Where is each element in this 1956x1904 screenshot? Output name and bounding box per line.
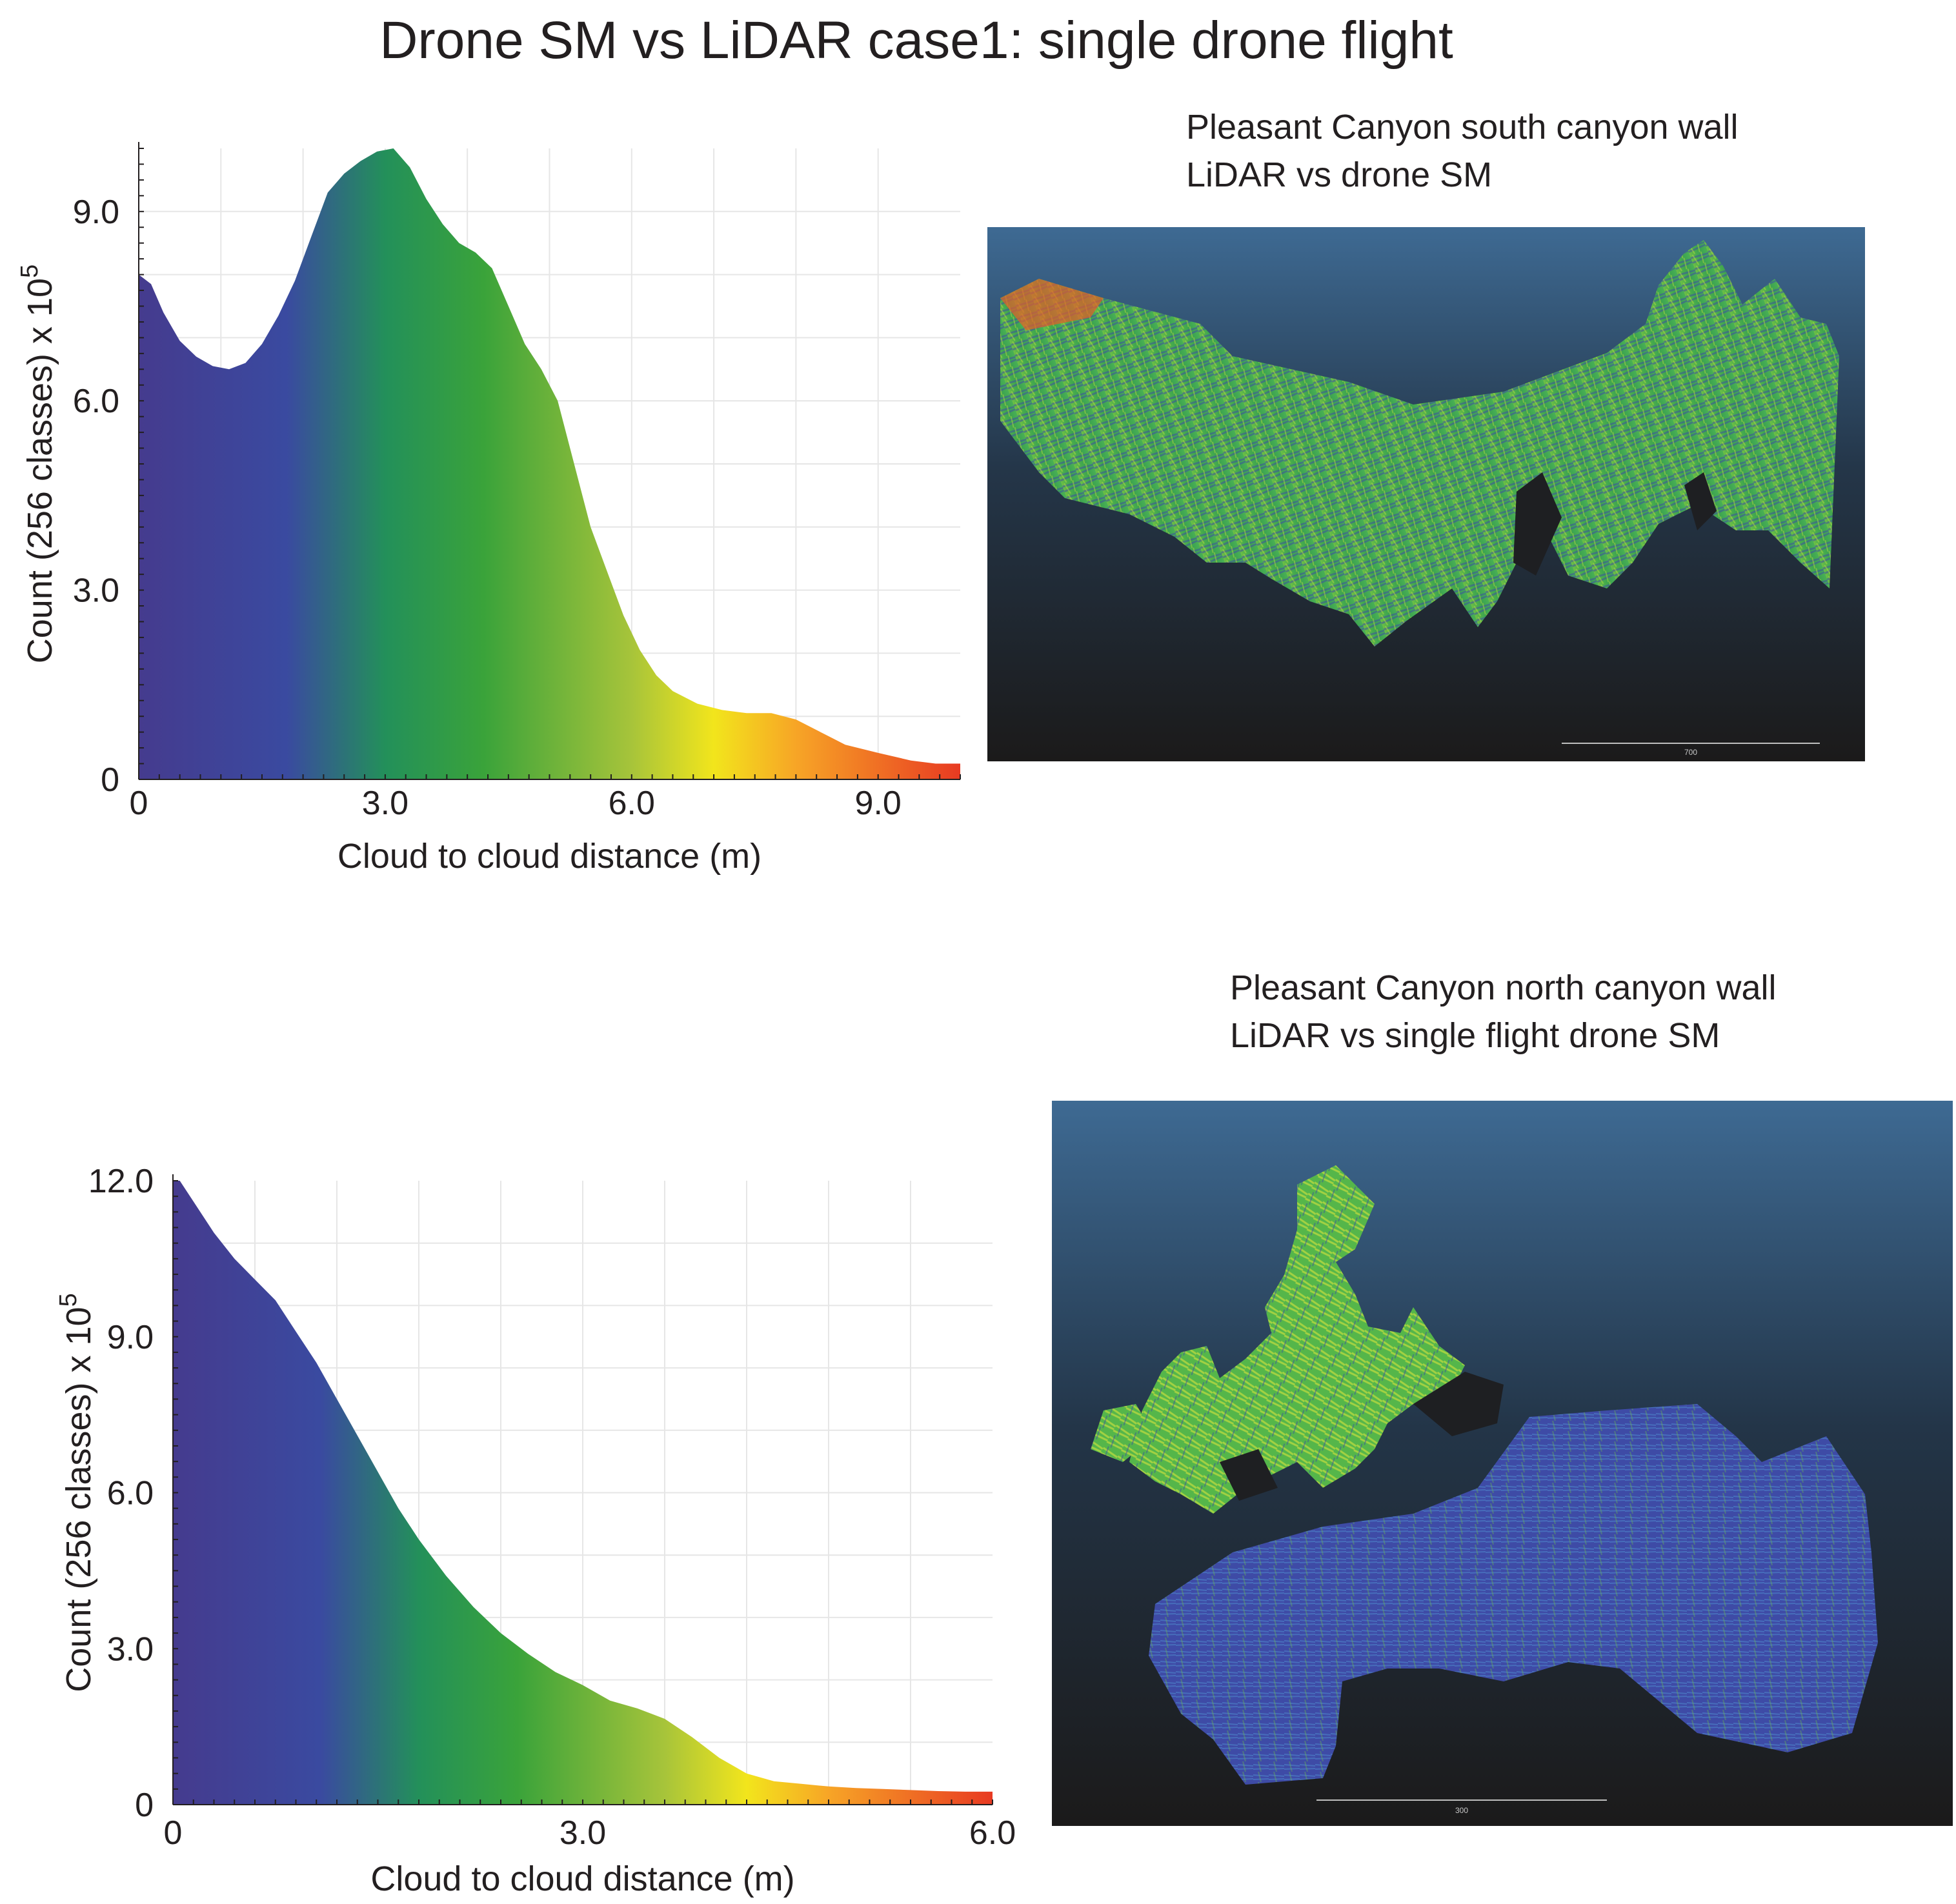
- y-axis-label: Count (256 classes) x 105: [55, 1293, 98, 1692]
- map-title-line: LiDAR vs drone SM: [1186, 155, 1493, 194]
- scalebar-label: 300: [1455, 1806, 1468, 1815]
- y-tick-label: 12.0: [88, 1163, 154, 1200]
- histogram-area: [139, 148, 960, 779]
- histogram-chart-south-wall: 0 3.0 6.0 9.0 0 3.0 6.0 9.0 Cloud to cloud dista…: [16, 142, 961, 876]
- map-title-line: Pleasant Canyon north canyon wall: [1230, 968, 1777, 1007]
- y-tick-label: 3.0: [107, 1630, 154, 1668]
- histogram-area: [173, 1181, 993, 1805]
- canyon-wall-point-cloud: [1000, 240, 1839, 646]
- y-axis-label: Count (256 classes) x 105: [16, 265, 59, 663]
- y-tick-label: 6.0: [107, 1475, 154, 1512]
- gap-area: [1413, 1372, 1504, 1436]
- y-axis-label-text: Count (256 classes) x 10: [59, 1307, 98, 1692]
- x-axis-label: Cloud to cloud distance (m): [370, 1859, 794, 1898]
- y-tick-label: 6.0: [73, 383, 119, 420]
- x-tick-label: 0: [130, 785, 148, 822]
- histogram-chart-north-wall: 0 3.0 6.0 0 3.0 6.0 9.0 12.0 Cloud to cloud dist…: [55, 1163, 1016, 1898]
- scalebar-label: 700: [1684, 748, 1697, 757]
- lower-slope-point-cloud: [1149, 1404, 1878, 1785]
- x-tick-label: 6.0: [969, 1814, 1016, 1852]
- map-title-line: Pleasant Canyon south canyon wall: [1186, 108, 1739, 146]
- y-axis-label-exponent: 5: [16, 265, 43, 278]
- y-tick-label: 9.0: [73, 194, 119, 231]
- x-tick-label: 3.0: [560, 1814, 606, 1852]
- y-axis-label-text: Count (256 classes) x 10: [21, 278, 59, 663]
- high-deviation-area: [1000, 279, 1104, 330]
- y-tick-label: 9.0: [107, 1319, 154, 1356]
- x-tick-label: 6.0: [609, 785, 655, 822]
- x-tick-label: 3.0: [362, 785, 408, 822]
- gap-area: [1684, 472, 1717, 530]
- point-cloud-map-north-wall: 300: [1052, 1101, 1953, 1826]
- upper-ridge-point-cloud: [1129, 1165, 1465, 1514]
- map-title-south-wall: Pleasant Canyon south canyon wall LiDAR …: [1186, 103, 1739, 199]
- outlier-fragment: [1091, 1404, 1155, 1462]
- y-axis-label-exponent: 5: [55, 1293, 82, 1307]
- map-title-line: LiDAR vs single flight drone SM: [1230, 1016, 1720, 1055]
- point-cloud-map-south-wall: 700: [987, 227, 1865, 761]
- y-tick-label: 3.0: [73, 572, 119, 610]
- x-axis-label: Cloud to cloud distance (m): [338, 837, 761, 876]
- y-tick-label: 0: [101, 761, 119, 799]
- map-title-north-wall: Pleasant Canyon north canyon wall LiDAR …: [1230, 964, 1777, 1059]
- gap-area: [1220, 1449, 1278, 1501]
- figure-title: Drone SM vs LiDAR case1: single drone fl…: [379, 11, 1453, 70]
- x-tick-label: 0: [164, 1814, 183, 1852]
- y-tick-label: 0: [135, 1787, 154, 1824]
- gap-area: [1513, 472, 1562, 576]
- x-tick-label: 9.0: [855, 785, 902, 822]
